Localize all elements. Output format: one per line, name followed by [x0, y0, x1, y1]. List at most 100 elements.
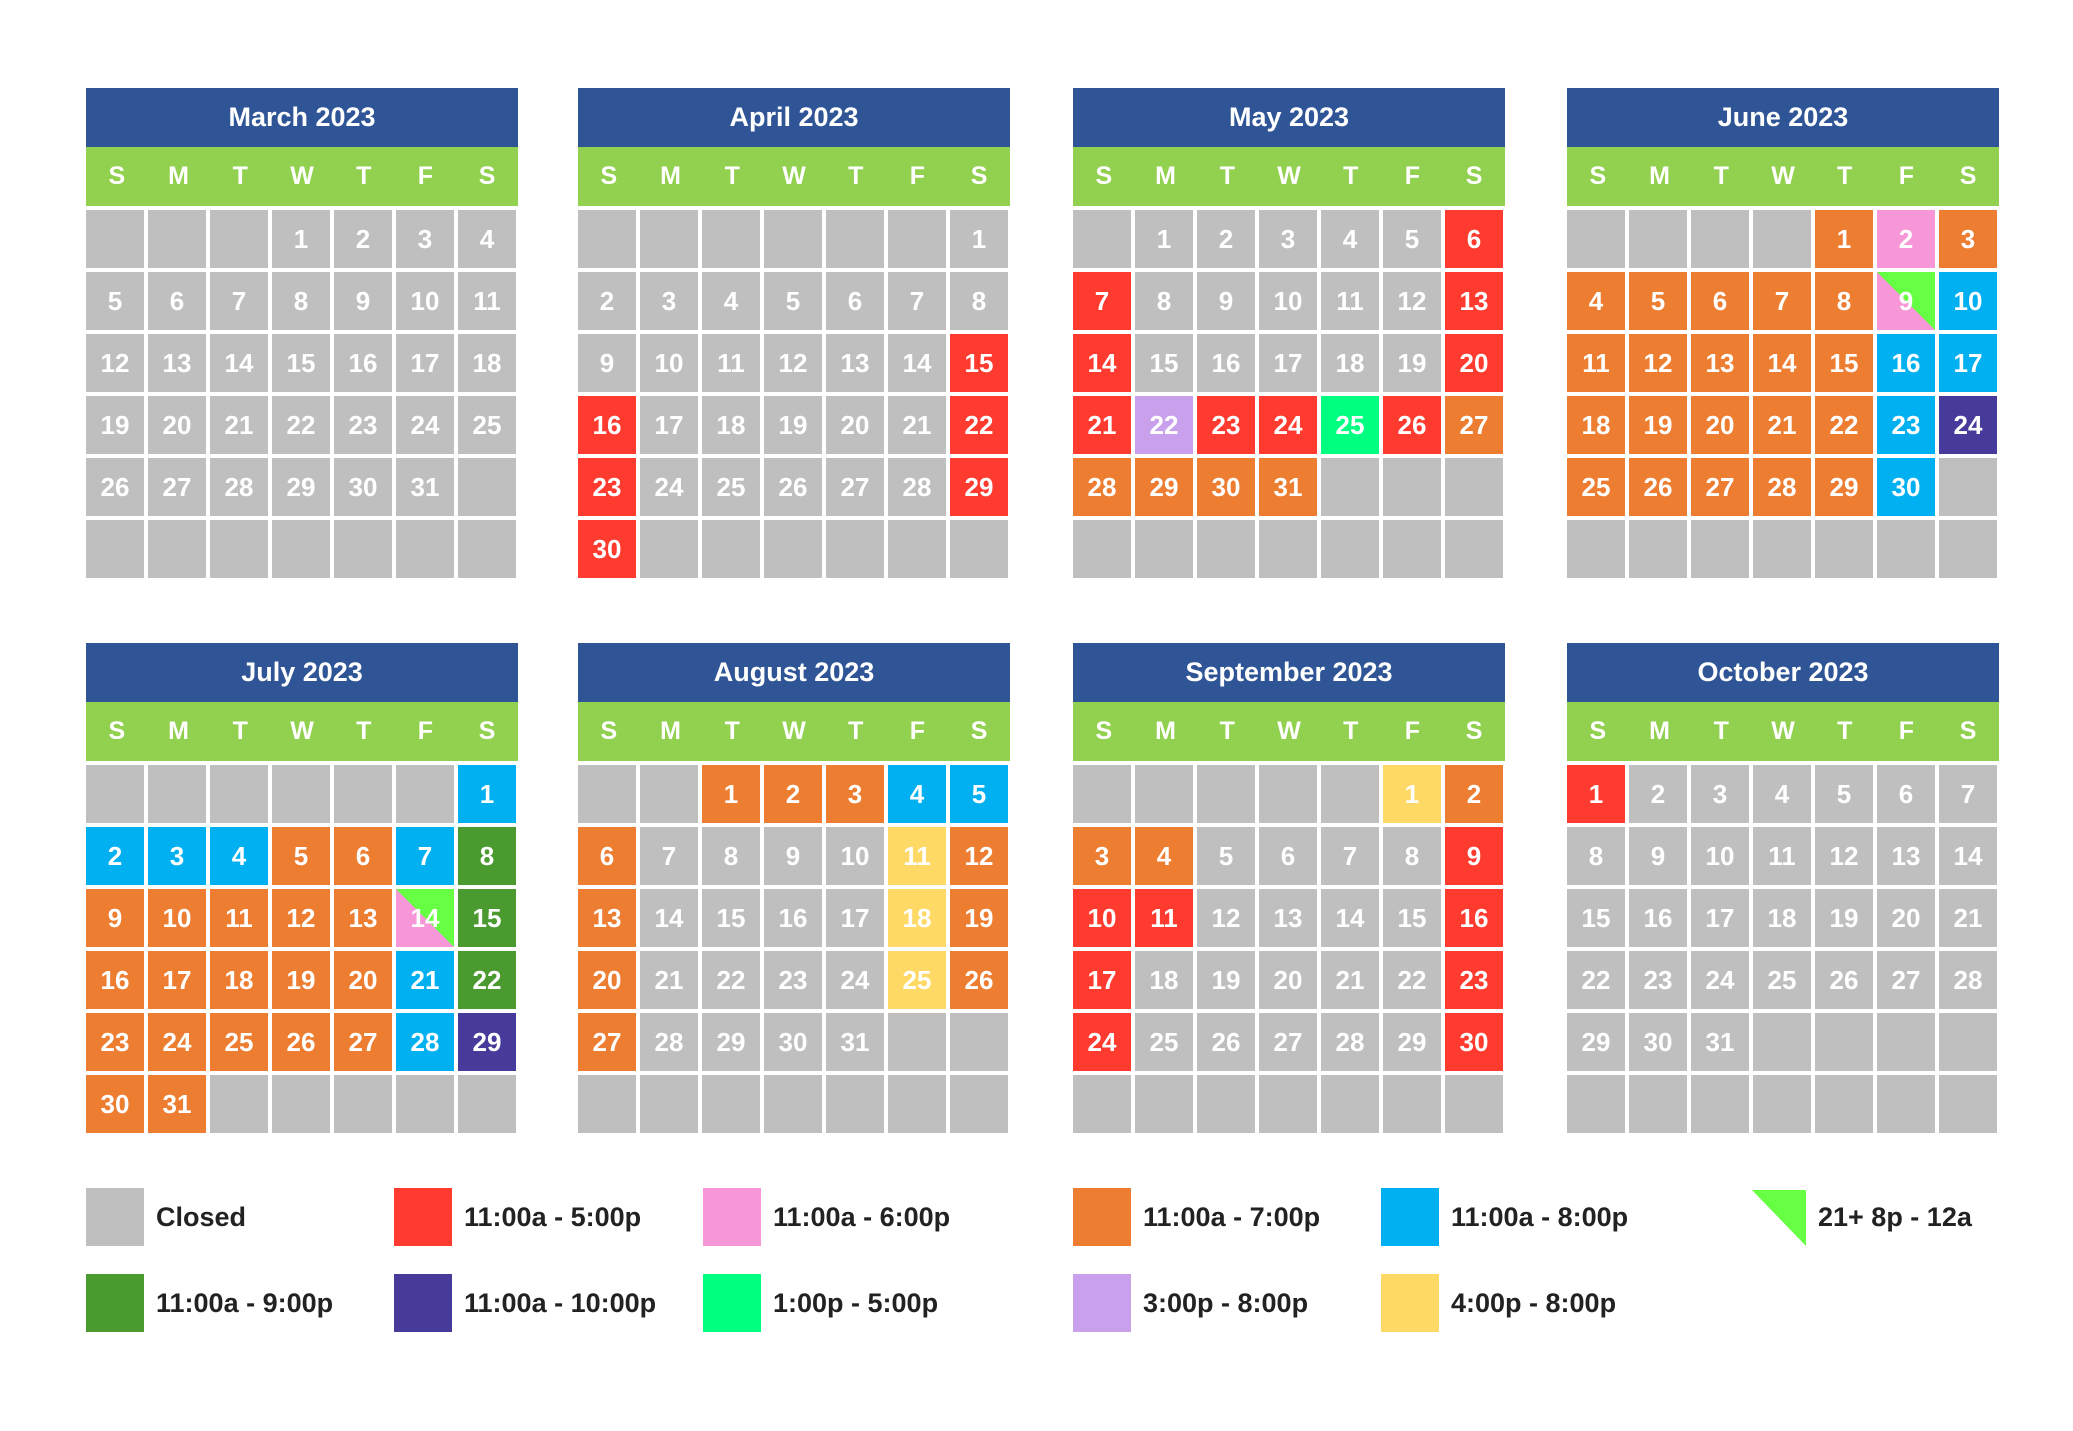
empty-cell [1939, 458, 1997, 516]
empty-cell [702, 1075, 760, 1133]
day-number: 29 [1397, 1026, 1427, 1057]
day-cell: 1 [1135, 210, 1193, 268]
empty-cell [1383, 458, 1441, 516]
day-number: 4 [723, 285, 739, 316]
day-number: 19 [964, 902, 994, 933]
day-cell: 2 [1445, 765, 1503, 823]
day-cell: 18 [1753, 889, 1811, 947]
day-cell: 23 [764, 951, 822, 1009]
day-number: 14 [1953, 840, 1983, 871]
empty-cell [272, 520, 330, 578]
day-cell: 4 [1321, 210, 1379, 268]
empty-cell [458, 520, 516, 578]
day-number: 3 [1960, 223, 1976, 254]
weekday-label: T [1219, 717, 1235, 745]
day-number: 16 [348, 347, 378, 378]
day-cell: 21 [1939, 889, 1997, 947]
weekday-label: M [1155, 162, 1176, 190]
day-number: 24 [1953, 409, 1983, 440]
day-number: 7 [1774, 285, 1790, 316]
weekday-label: S [1589, 717, 1607, 745]
day-number: 1 [723, 778, 739, 809]
empty-cell [1753, 1075, 1811, 1133]
day-cell: 9 [86, 889, 144, 947]
day-number: 13 [1891, 840, 1921, 871]
day-number: 13 [840, 347, 870, 378]
empty-cell [1753, 520, 1811, 578]
day-number: 21 [1953, 902, 1983, 933]
legend-item: 11:00a - 10:00p [394, 1274, 656, 1332]
day-cell: 8 [1135, 272, 1193, 330]
day-number: 6 [1898, 778, 1914, 809]
day-cell: 9 [334, 272, 392, 330]
day-number: 25 [716, 471, 746, 502]
day-cell: 20 [1445, 334, 1503, 392]
day-number: 23 [778, 964, 808, 995]
day-grid: 1 2 3 4 5 6 7 8 9 10 11 12 13 14 15 16 17 18 19 20 21 22 23 24 2… [1073, 765, 1505, 1133]
day-cell: 14 [888, 334, 946, 392]
day-cell: 16 [86, 951, 144, 1009]
day-number: 13 [162, 347, 192, 378]
day-number: 7 [417, 840, 433, 871]
empty-cell [1877, 520, 1935, 578]
day-number: 19 [1643, 409, 1673, 440]
day-number: 1 [479, 778, 495, 809]
legend-swatch [703, 1188, 761, 1246]
day-number: 26 [1829, 964, 1859, 995]
day-number: 24 [654, 471, 684, 502]
day-number: 7 [1094, 285, 1110, 316]
empty-cell [826, 210, 884, 268]
day-cell: 22 [458, 951, 516, 1009]
day-cell: 10 [1691, 827, 1749, 885]
day-number: 21 [410, 964, 440, 995]
day-cell: 14 [640, 889, 698, 947]
empty-cell [1321, 520, 1379, 578]
day-number: 8 [1404, 840, 1420, 871]
day-cell: 17 [396, 334, 454, 392]
day-cell: 22 [1383, 951, 1441, 1009]
day-number: 7 [231, 285, 247, 316]
day-number: 5 [1650, 285, 1666, 316]
empty-cell [950, 1013, 1008, 1071]
day-number: 10 [654, 347, 684, 378]
day-number: 4 [231, 840, 247, 871]
day-cell: 22 [702, 951, 760, 1009]
empty-cell [578, 765, 636, 823]
empty-cell [1259, 765, 1317, 823]
day-number: 15 [286, 347, 316, 378]
day-cell: 26 [272, 1013, 330, 1071]
day-number: 23 [1891, 409, 1921, 440]
day-cell: 29 [1135, 458, 1193, 516]
day-cell: 24 [1259, 396, 1317, 454]
empty-cell [1445, 1075, 1503, 1133]
legend-label: 11:00a - 6:00p [773, 1201, 951, 1232]
day-cell: 13 [578, 889, 636, 947]
weekday-label: T [848, 717, 864, 745]
legend-item: 11:00a - 5:00p [394, 1188, 641, 1246]
day-number: 8 [723, 840, 739, 871]
legend-item: Closed [86, 1188, 246, 1246]
day-cell: 1 [702, 765, 760, 823]
month-calendar: August 2023 S M T W T F S 1 2 3 4 5 6 7 8 9 10 11 12 13 14 15 1… [578, 643, 1010, 1133]
legend-label: 11:00a - 7:00p [1143, 1201, 1321, 1232]
day-number: 30 [1643, 1026, 1673, 1057]
day-number: 25 [472, 409, 502, 440]
day-number: 21 [1087, 409, 1117, 440]
day-number: 12 [100, 347, 130, 378]
day-number: 23 [100, 1026, 130, 1057]
day-cell: 11 [702, 334, 760, 392]
empty-cell [1445, 520, 1503, 578]
month-calendar: September 2023 S M T W T F S 1 2 3 4 5 6 7 8 9 10 11 12 13 14… [1073, 643, 1505, 1133]
day-cell: 29 [702, 1013, 760, 1071]
legend-label: 21+ 8p - 12a [1818, 1201, 1972, 1232]
day-cell: 29 [1567, 1013, 1625, 1071]
day-number: 2 [1466, 778, 1482, 809]
day-number: 11 [1582, 347, 1610, 378]
day-number: 10 [1087, 902, 1117, 933]
day-grid: 1 2 3 4 5 6 7 8 9 10 11 12 13 14 15 16 17 18 19 20 21 22 23 24 2… [1073, 210, 1505, 578]
day-cell: 13 [1691, 334, 1749, 392]
day-number: 28 [1335, 1026, 1365, 1057]
day-cell: 19 [764, 396, 822, 454]
day-number: 14 [1087, 347, 1117, 378]
day-cell: 19 [950, 889, 1008, 947]
